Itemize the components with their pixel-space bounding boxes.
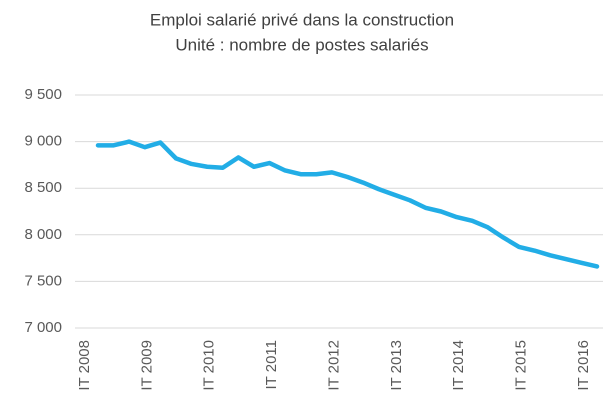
x-tick-label: IT 2013 [388,340,405,391]
x-tick-label: IT 2014 [450,340,467,391]
y-tick-label: 9 000 [24,133,62,150]
x-tick-label: IT 2009 [138,340,155,391]
x-tick-label: IT 2008 [76,340,93,391]
line-series [95,139,600,269]
chart-title: Emploi salarié privé dans la constructio… [150,10,454,29]
x-tick-label: IT 2010 [201,340,218,391]
x-tick-label: IT 2012 [325,340,342,391]
x-tick-label: IT 2011 [263,340,280,389]
y-tick-label: 8 000 [24,226,62,243]
chart-subtitle: Unité : nombre de postes salariés [175,35,428,54]
y-tick-label: 7 000 [24,319,62,336]
x-tick-label: IT 2015 [513,340,530,391]
x-tick-label: IT 2016 [575,340,592,391]
y-tick-label: 7 500 [24,272,62,289]
y-tick-label: 9 500 [24,86,62,103]
y-tick-label: 8 500 [24,179,62,196]
